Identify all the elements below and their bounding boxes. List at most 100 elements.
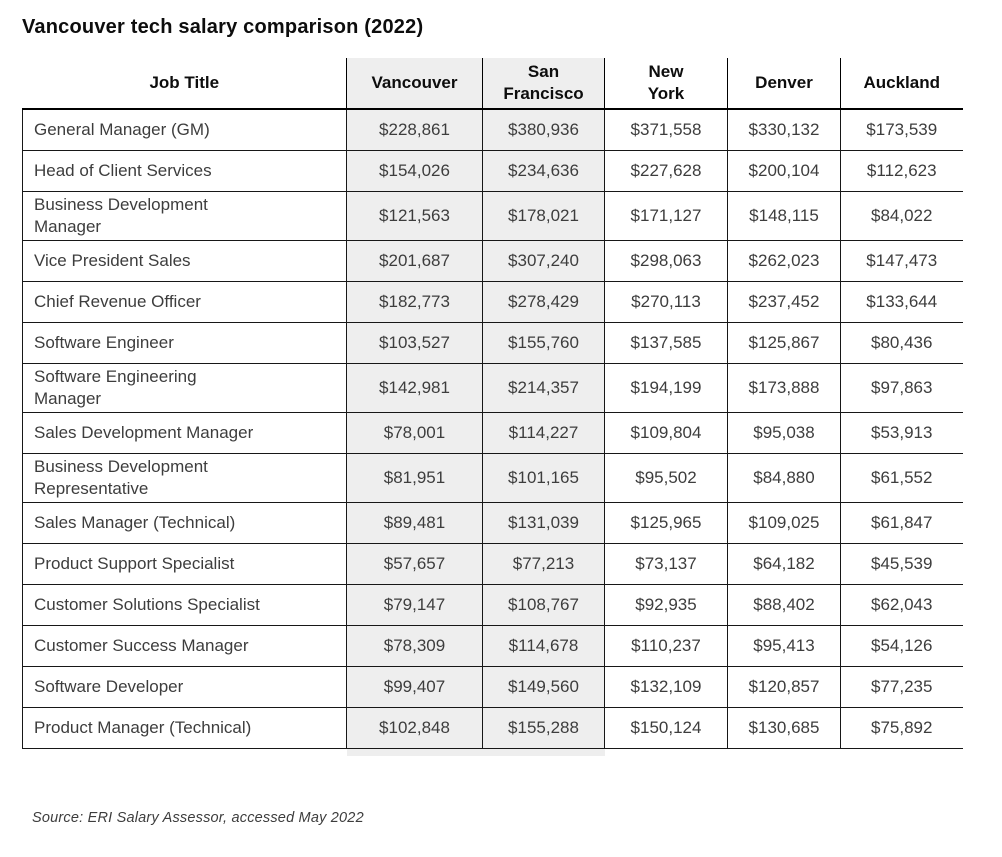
salary-cell: $99,407 — [346, 666, 483, 708]
job-title-cell: Sales Development Manager — [22, 412, 347, 454]
salary-cell: $380,936 — [482, 109, 605, 151]
table-row: Chief Revenue Officer $182,773 $278,429 $27… — [22, 281, 963, 323]
table-row: Head of Client Services $154,026 $234,636 $… — [22, 150, 963, 192]
salary-cell: $182,773 — [346, 281, 483, 323]
job-title-cell: Software Developer — [22, 666, 347, 708]
salary-cell: $330,132 — [727, 109, 841, 151]
salary-cell: $125,867 — [727, 322, 841, 364]
table-row: Software Developer $99,407 $149,560 $132,10… — [22, 666, 963, 708]
salary-cell: $131,039 — [482, 502, 605, 544]
table-row: Vice President Sales $201,687 $307,240 $298… — [22, 240, 963, 282]
job-title-cell: Business Development Representative — [22, 453, 347, 503]
salary-cell: $54,126 — [840, 625, 963, 667]
job-title-cell: Vice President Sales — [22, 240, 347, 282]
salary-cell: $307,240 — [482, 240, 605, 282]
job-title-cell: Customer Success Manager — [22, 625, 347, 667]
table-body: General Manager (GM) $228,861 $380,936 $371… — [22, 109, 963, 757]
salary-cell: $78,001 — [346, 412, 483, 454]
salary-cell: $133,644 — [840, 281, 963, 323]
job-title-cell: Product Support Specialist — [22, 543, 347, 585]
salary-cell: $79,147 — [346, 584, 483, 626]
table-row: Product Support Specialist $57,657 $77,213… — [22, 543, 963, 585]
salary-cell: $228,861 — [346, 109, 483, 151]
salary-cell: $101,165 — [482, 453, 605, 503]
column-header-vancouver: Vancouver — [346, 58, 483, 110]
salary-cell: $61,552 — [840, 453, 963, 503]
table-row: Business Development Manager $121,563 $178… — [22, 191, 963, 241]
spacer-cell — [482, 748, 605, 756]
salary-cell: $132,109 — [604, 666, 728, 708]
salary-cell: $109,025 — [727, 502, 841, 544]
salary-cell: $178,021 — [482, 191, 605, 241]
spacer-cell — [605, 749, 728, 757]
salary-cell: $155,760 — [482, 322, 605, 364]
salary-table: Job Title Vancouver San Francisco New York D… — [22, 58, 963, 756]
salary-cell: $88,402 — [727, 584, 841, 626]
salary-cell: $214,357 — [482, 363, 605, 413]
salary-cell: $64,182 — [727, 543, 841, 585]
salary-cell: $237,452 — [727, 281, 841, 323]
salary-cell: $125,965 — [604, 502, 728, 544]
salary-cell: $95,038 — [727, 412, 841, 454]
spacer-cell — [841, 749, 963, 757]
salary-cell: $102,848 — [346, 707, 483, 749]
column-header-new-york: New York — [604, 58, 728, 110]
salary-cell: $147,473 — [840, 240, 963, 282]
salary-cell: $194,199 — [604, 363, 728, 413]
job-title-cell: Customer Solutions Specialist — [22, 584, 347, 626]
job-title-cell: Head of Client Services — [22, 150, 347, 192]
job-title-cell: Product Manager (Technical) — [22, 707, 347, 749]
job-title-cell: Software Engineering Manager — [22, 363, 347, 413]
salary-cell: $278,429 — [482, 281, 605, 323]
salary-cell: $270,113 — [604, 281, 728, 323]
spacer-cell — [23, 749, 347, 757]
table-row: Customer Success Manager $78,309 $114,678 $… — [22, 625, 963, 667]
job-title-cell: General Manager (GM) — [22, 109, 347, 151]
salary-cell: $61,847 — [840, 502, 963, 544]
table-row: Product Manager (Technical) $102,848 $155,… — [22, 707, 963, 749]
salary-cell: $75,892 — [840, 707, 963, 749]
table-row: Sales Manager (Technical) $89,481 $131,039… — [22, 502, 963, 544]
job-title-cell: Sales Manager (Technical) — [22, 502, 347, 544]
salary-cell: $95,413 — [727, 625, 841, 667]
table-row: Business Development Representative $81,9… — [22, 453, 963, 503]
job-title-cell: Business Development Manager — [22, 191, 347, 241]
salary-cell: $73,137 — [604, 543, 728, 585]
salary-cell: $78,309 — [346, 625, 483, 667]
salary-cell: $84,880 — [727, 453, 841, 503]
salary-cell: $84,022 — [840, 191, 963, 241]
column-header-san-francisco: San Francisco — [482, 58, 605, 110]
salary-cell: $97,863 — [840, 363, 963, 413]
table-row: Sales Development Manager $78,001 $114,227… — [22, 412, 963, 454]
salary-cell: $155,288 — [482, 707, 605, 749]
table-row: General Manager (GM) $228,861 $380,936 $371… — [22, 109, 963, 151]
salary-cell: $89,481 — [346, 502, 483, 544]
salary-cell: $92,935 — [604, 584, 728, 626]
source-note: Source: ERI Salary Assessor, accessed Ma… — [32, 810, 364, 826]
salary-cell: $57,657 — [346, 543, 483, 585]
salary-comparison-page: Vancouver tech salary comparison (2022) … — [22, 16, 980, 826]
salary-cell: $298,063 — [604, 240, 728, 282]
salary-cell: $227,628 — [604, 150, 728, 192]
salary-cell: $110,237 — [604, 625, 728, 667]
job-title-cell: Chief Revenue Officer — [22, 281, 347, 323]
salary-cell: $154,026 — [346, 150, 483, 192]
spacer-cell — [728, 749, 841, 757]
salary-cell: $173,888 — [727, 363, 841, 413]
salary-cell: $371,558 — [604, 109, 728, 151]
salary-cell: $114,227 — [482, 412, 605, 454]
salary-cell: $149,560 — [482, 666, 605, 708]
salary-cell: $112,623 — [840, 150, 963, 192]
salary-cell: $234,636 — [482, 150, 605, 192]
table-row: Software Engineer $103,527 $155,760 $137,58… — [22, 322, 963, 364]
salary-cell: $142,981 — [346, 363, 483, 413]
salary-cell: $121,563 — [346, 191, 483, 241]
salary-cell: $45,539 — [840, 543, 963, 585]
salary-cell: $81,951 — [346, 453, 483, 503]
salary-cell: $173,539 — [840, 109, 963, 151]
salary-cell: $95,502 — [604, 453, 728, 503]
salary-cell: $108,767 — [482, 584, 605, 626]
table-row: Customer Solutions Specialist $79,147 $108… — [22, 584, 963, 626]
salary-cell: $201,687 — [346, 240, 483, 282]
highlight-column-footer-spacer — [23, 748, 963, 757]
